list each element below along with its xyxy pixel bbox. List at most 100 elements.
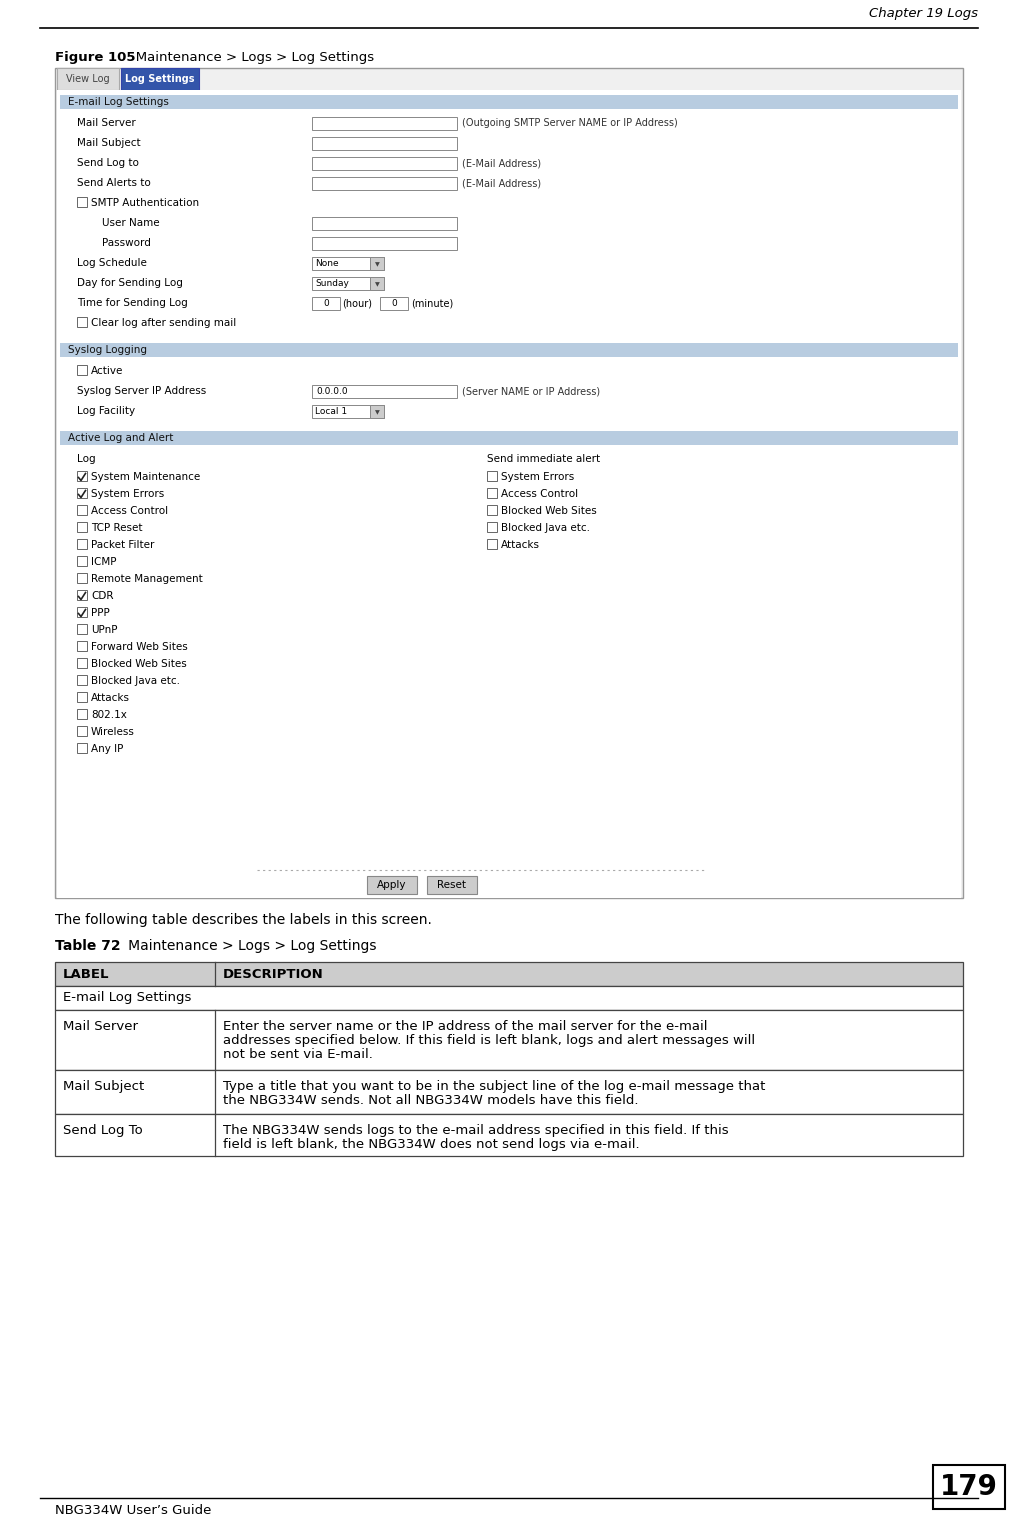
Text: Forward Web Sites: Forward Web Sites [91,642,187,652]
Text: Wireless: Wireless [91,727,134,738]
Bar [60,94,958,110]
Bar [77,471,87,482]
Text: Clear log after sending mail: Clear log after sending mail [91,319,236,328]
Text: Maintenance > Logs > Log Settings: Maintenance > Logs > Log Settings [123,52,375,64]
Text: (Outgoing SMTP Server NAME or IP Address): (Outgoing SMTP Server NAME or IP Address… [462,119,678,128]
Text: (E-Mail Address): (E-Mail Address) [462,178,542,189]
Bar [77,488,87,498]
Text: Type a title that you want to be in the subject line of the log e-mail message t: Type a title that you want to be in the … [223,1081,766,1093]
Bar [427,876,477,895]
Text: 179: 179 [940,1474,998,1501]
Bar [312,405,384,418]
Text: Mail Server: Mail Server [63,1020,138,1033]
Text: Access Control: Access Control [91,506,168,517]
Text: View Log: View Log [66,75,110,84]
Text: Send immediate alert: Send immediate alert [487,454,601,463]
Text: the NBG334W sends. Not all NBG334W models have this field.: the NBG334W sends. Not all NBG334W model… [223,1094,638,1106]
Bar [487,504,497,515]
Bar [55,986,963,1010]
Text: Attacks: Attacks [91,693,130,703]
Text: E-mail Log Settings: E-mail Log Settings [68,98,169,107]
Text: Table 72: Table 72 [55,939,120,952]
Text: Log Facility: Log Facility [77,407,135,416]
Text: not be sent via E-mail.: not be sent via E-mail. [223,1049,373,1061]
Text: CDR: CDR [91,591,113,600]
Bar [312,238,457,250]
Text: Apply: Apply [378,879,407,890]
Bar [121,69,199,90]
Text: ICMP: ICMP [91,556,116,567]
Text: Figure 105: Figure 105 [55,52,135,64]
Text: ▼: ▼ [375,282,380,287]
Bar [55,69,963,898]
Text: System Errors: System Errors [501,472,574,482]
Bar [77,607,87,617]
Bar [77,692,87,703]
Text: The NBG334W sends logs to the e-mail address specified in this field. If this: The NBG334W sends logs to the e-mail add… [223,1125,729,1137]
Bar [77,317,87,328]
Text: Send Log to: Send Log to [77,158,138,169]
Bar [77,197,87,207]
Bar [60,343,958,357]
Text: PPP: PPP [91,608,110,619]
Text: Active: Active [91,366,123,376]
Text: LABEL: LABEL [63,968,110,980]
Text: Maintenance > Logs > Log Settings: Maintenance > Logs > Log Settings [115,939,377,952]
Text: System Maintenance: System Maintenance [91,472,201,482]
Bar [380,297,408,309]
Text: Password: Password [102,238,151,248]
Text: Log Schedule: Log Schedule [77,259,147,268]
Bar [55,1114,963,1157]
Bar [60,431,958,445]
Text: UPnP: UPnP [91,625,117,636]
Text: Reset: Reset [438,879,466,890]
Text: E-mail Log Settings: E-mail Log Settings [63,992,191,1004]
Bar [370,277,384,290]
Text: NBG334W User’s Guide: NBG334W User’s Guide [55,1504,212,1518]
Text: Blocked Web Sites: Blocked Web Sites [91,658,186,669]
Text: System Errors: System Errors [91,489,164,498]
Text: Local 1: Local 1 [315,407,347,416]
Bar [370,405,384,418]
Text: addresses specified below. If this field is left blank, logs and alert messages : addresses specified below. If this field… [223,1033,755,1047]
Bar [312,297,340,309]
Text: Remote Management: Remote Management [91,575,203,584]
Bar [370,258,384,270]
Text: 0.0.0.0: 0.0.0.0 [316,387,347,396]
Bar [77,504,87,515]
Bar [55,1070,963,1114]
Bar [57,69,119,90]
Text: Mail Subject: Mail Subject [77,139,140,148]
Bar [77,658,87,668]
Text: Attacks: Attacks [501,539,540,550]
Text: SMTP Authentication: SMTP Authentication [91,198,200,207]
Text: field is left blank, the NBG334W does not send logs via e-mail.: field is left blank, the NBG334W does no… [223,1138,639,1151]
Text: User Name: User Name [102,218,160,229]
Text: (E-Mail Address): (E-Mail Address) [462,158,542,169]
Text: Syslog Server IP Address: Syslog Server IP Address [77,387,207,396]
Bar [77,725,87,736]
Text: Log: Log [77,454,96,463]
Bar [77,366,87,375]
Text: Enter the server name or the IP address of the mail server for the e-mail: Enter the server name or the IP address … [223,1020,708,1033]
Text: Sunday: Sunday [315,279,349,288]
Bar [55,1010,963,1070]
Text: Mail Server: Mail Server [77,119,135,128]
Bar [57,90,961,898]
Text: Log Settings: Log Settings [125,75,194,84]
Bar [487,488,497,498]
Text: Time for Sending Log: Time for Sending Log [77,299,187,308]
Bar [77,556,87,565]
Text: Syslog Logging: Syslog Logging [68,344,147,355]
Bar [312,277,384,290]
Text: Blocked Web Sites: Blocked Web Sites [501,506,597,517]
Bar [487,539,497,549]
Bar [77,539,87,549]
Text: TCP Reset: TCP Reset [91,523,143,533]
Text: Any IP: Any IP [91,744,123,754]
Text: 0: 0 [323,299,329,308]
Text: ▼: ▼ [375,410,380,415]
Text: Packet Filter: Packet Filter [91,539,155,550]
Text: Day for Sending Log: Day for Sending Log [77,279,183,288]
Bar [77,523,87,532]
